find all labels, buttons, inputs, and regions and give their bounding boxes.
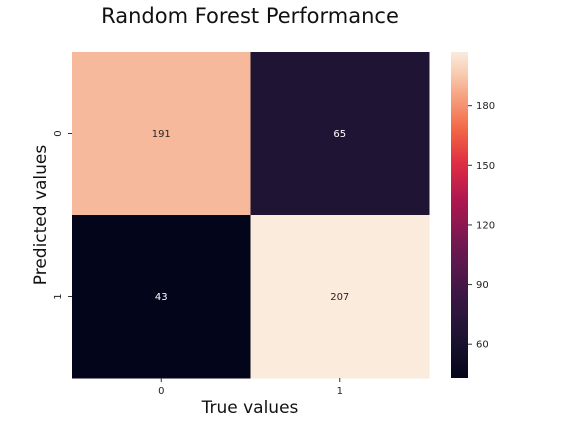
- cell-value-label: 207: [330, 292, 349, 303]
- cell-value-label: 43: [155, 292, 168, 303]
- colorbar-tick-label: 90: [476, 280, 489, 291]
- colorbar: [451, 52, 468, 378]
- colorbar-ticks: 60 90 120 150 180: [468, 101, 495, 351]
- colorbar-tick-label: 60: [476, 340, 489, 351]
- colorbar-tick-label: 120: [476, 220, 495, 231]
- cell-value-label: 65: [333, 129, 346, 140]
- y-tick-label: 1: [53, 293, 64, 299]
- y-axis-label: Predicted values: [31, 145, 51, 286]
- heatmap-cell: [250, 52, 430, 216]
- cell-value-labels: 191 65 43 207: [152, 129, 350, 303]
- x-tick-label: 0: [158, 386, 164, 397]
- x-axis-label: True values: [201, 398, 299, 418]
- heatmap-cell: [72, 52, 251, 216]
- y-tick-label: 0: [53, 130, 64, 136]
- heatmap-cell: [250, 215, 430, 379]
- heatmap-cells: [72, 52, 430, 379]
- y-axis-ticks: 01: [53, 130, 72, 300]
- heatmap-cell: [72, 215, 251, 379]
- x-tick-label: 1: [337, 386, 343, 397]
- chart-title: Random Forest Performance: [101, 4, 399, 28]
- colorbar-tick-label: 150: [476, 161, 495, 172]
- colorbar-tick-label: 180: [476, 101, 495, 112]
- cell-value-label: 191: [152, 129, 171, 140]
